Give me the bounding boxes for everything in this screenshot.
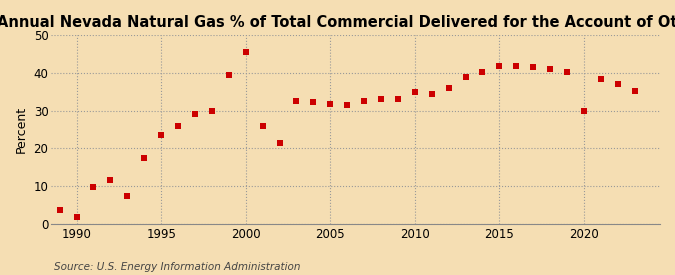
Point <box>291 99 302 103</box>
Point <box>595 76 606 81</box>
Point <box>308 100 319 104</box>
Title: Annual Nevada Natural Gas % of Total Commercial Delivered for the Account of Oth: Annual Nevada Natural Gas % of Total Com… <box>0 15 675 30</box>
Point <box>477 70 488 75</box>
Point <box>545 67 556 72</box>
Point <box>443 86 454 90</box>
Point <box>358 99 369 103</box>
Point <box>257 123 268 128</box>
Point <box>410 90 421 94</box>
Point <box>528 65 539 70</box>
Point <box>460 75 471 79</box>
Point <box>342 103 352 107</box>
Point <box>392 97 403 101</box>
Text: Source: U.S. Energy Information Administration: Source: U.S. Energy Information Administ… <box>54 262 300 272</box>
Point <box>122 194 133 199</box>
Point <box>223 73 234 77</box>
Point <box>494 64 505 68</box>
Point <box>105 178 116 183</box>
Point <box>562 70 572 75</box>
Point <box>88 185 99 189</box>
Point <box>156 133 167 137</box>
Point <box>629 89 640 93</box>
Point <box>511 64 522 68</box>
Point <box>578 108 589 113</box>
Point <box>612 82 623 86</box>
Point <box>375 97 386 101</box>
Point <box>207 108 217 113</box>
Point <box>274 141 285 145</box>
Point <box>325 102 335 106</box>
Point <box>173 124 184 129</box>
Point <box>71 214 82 219</box>
Point <box>54 208 65 213</box>
Point <box>240 50 251 54</box>
Point <box>190 111 200 116</box>
Y-axis label: Percent: Percent <box>15 106 28 153</box>
Point <box>139 155 150 160</box>
Point <box>427 92 437 96</box>
